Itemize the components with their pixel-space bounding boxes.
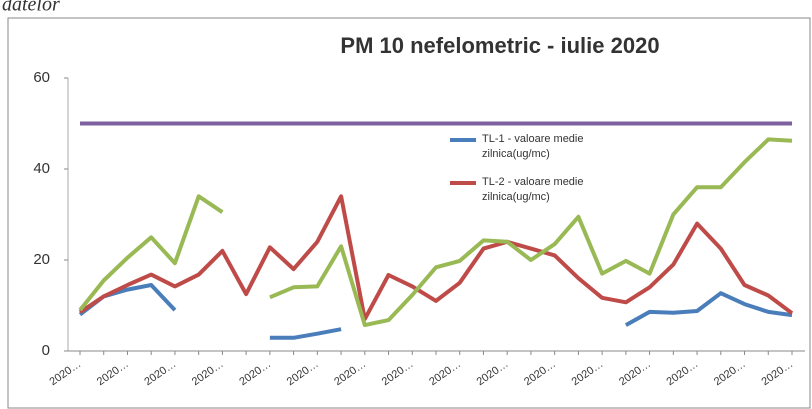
chart-title: PM 10 nefelometric - iulie 2020 <box>340 33 659 58</box>
legend-label: TL-2 - valoare medie zilnica(ug/mc) <box>482 176 584 203</box>
y-tick-label: 40 <box>33 160 50 177</box>
chart-frame <box>7 17 811 409</box>
y-tick-label: 20 <box>33 251 50 268</box>
legend-label: TL-1 - valoare medie zilnica(ug/mc) <box>482 133 584 160</box>
series-line <box>78 194 794 322</box>
y-tick-label: 0 <box>42 342 50 359</box>
y-tick-label: 60 <box>33 69 50 86</box>
caption: datelor <box>2 0 60 16</box>
series-line <box>78 137 793 328</box>
